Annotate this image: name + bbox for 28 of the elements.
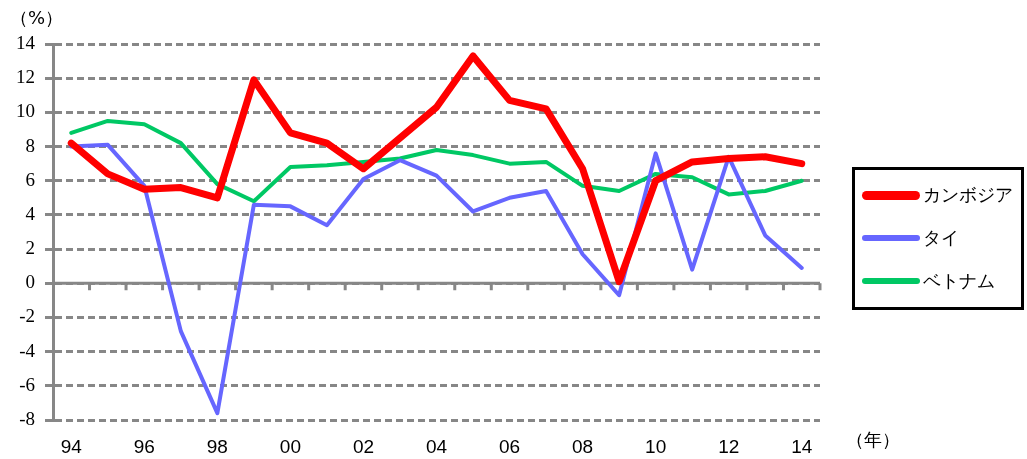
x-tick-label: 02	[352, 435, 375, 457]
x-axis-title: （年）	[846, 429, 900, 451]
y-tick-label: -8	[19, 407, 35, 429]
legend-label: タイ	[923, 226, 959, 250]
x-tick-label: 94	[60, 435, 83, 457]
y-tick-label: 14	[16, 31, 36, 53]
y-tick-label: 2	[25, 237, 35, 259]
y-tick-label: 6	[25, 168, 35, 190]
x-tick-label: 12	[718, 435, 740, 457]
y-tick-label: -2	[19, 305, 35, 327]
x-tick-label: 10	[645, 435, 667, 457]
legend-label: カンボジア	[923, 183, 1013, 207]
y-tick-label: 4	[25, 202, 36, 224]
x-tick-label: 04	[425, 435, 448, 457]
y-tick-label: 0	[25, 271, 35, 293]
x-tick-label: 14	[791, 435, 813, 457]
y-tick-label: -6	[19, 373, 35, 395]
x-tick-label: 00	[279, 435, 301, 457]
y-axis-title: （%）	[10, 7, 64, 29]
y-tick-label: 12	[16, 66, 35, 88]
x-tick-label: 96	[133, 435, 155, 457]
y-tick-label: 8	[25, 134, 35, 156]
legend-label: ベトナム	[923, 269, 995, 293]
y-tick-label: 10	[16, 100, 35, 122]
x-tick-label: 98	[206, 435, 228, 457]
x-tick-label: 06	[498, 435, 521, 457]
x-tick-label: 08	[572, 435, 594, 457]
y-tick-label: -4	[19, 339, 36, 361]
